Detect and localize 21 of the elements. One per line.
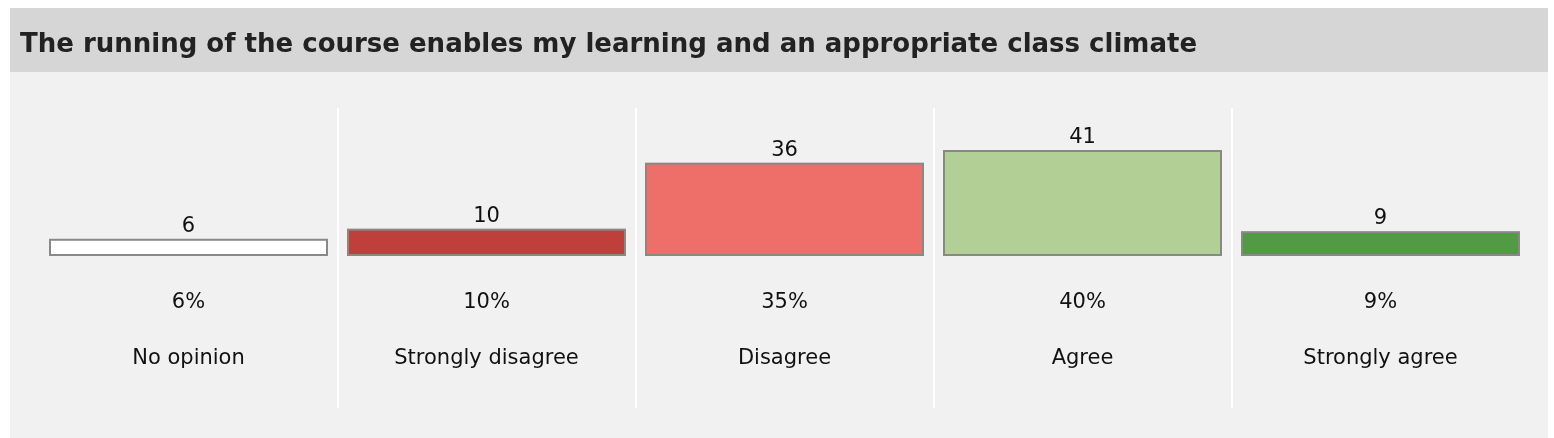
text: 40%: [1059, 289, 1106, 313]
text: 10%: [463, 289, 510, 313]
text: 9%: [1363, 289, 1398, 313]
data-label: 6: [181, 212, 196, 237]
chart-title: The running of the course enables my learning and an appropriate class climate: [20, 28, 1198, 58]
data-label: 36: [771, 136, 798, 161]
bar: [1241, 231, 1520, 256]
data-label: 9: [1373, 205, 1388, 230]
x-tick-label: No opinion: [132, 345, 245, 369]
x-tick-label: Strongly agree: [1303, 345, 1458, 369]
text: 6%: [171, 289, 206, 313]
bar: [347, 228, 626, 256]
bar: [49, 238, 328, 256]
bar: [943, 150, 1222, 256]
x-tick-label: Strongly disagree: [394, 345, 579, 369]
x-tick-label: Disagree: [737, 345, 832, 369]
data-label: 10: [473, 202, 500, 227]
x-tick-label: Agree: [1051, 345, 1114, 369]
text: 35%: [761, 289, 808, 313]
data-label: 41: [1069, 124, 1096, 148]
bar: [645, 162, 924, 256]
